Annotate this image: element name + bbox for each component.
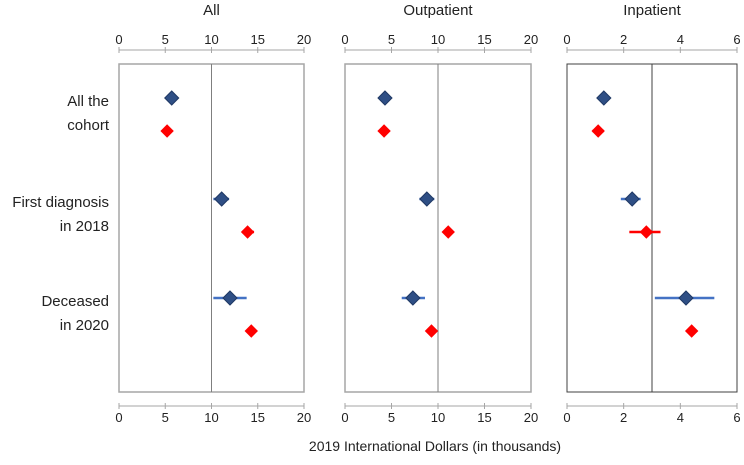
panel-title: All [203, 2, 220, 19]
row-label-1-line-2: cohort [67, 117, 110, 134]
row-labels: All the cohort First diagnosis in 2018 Decea… [12, 93, 110, 334]
bottom-tick-label: 5 [388, 410, 395, 425]
bottom-tick-label: 10 [204, 410, 218, 425]
series-a-diamond-point [624, 191, 640, 207]
top-tick-label: 20 [297, 32, 311, 47]
row-label-2-line-1: First diagnosis [12, 194, 109, 211]
bottom-tick-label: 20 [524, 410, 538, 425]
row-label-1-line-1: All the [67, 93, 109, 110]
series-b-diamond-point [424, 324, 439, 338]
bottom-tick-label: 10 [431, 410, 445, 425]
series-a-diamond-point [164, 90, 180, 106]
bottom-tick-label: 20 [297, 410, 311, 425]
bottom-tick-label: 0 [341, 410, 348, 425]
series-b-diamond-point [160, 124, 174, 138]
series-b-diamond-point [441, 225, 455, 239]
series-a-diamond-point [377, 90, 393, 106]
bottom-tick-label: 15 [251, 410, 265, 425]
bottom-tick-label: 0 [563, 410, 570, 425]
x-axis-label: 2019 International Dollars (in thousands… [309, 438, 561, 454]
series-b-diamond-point [244, 324, 258, 338]
series-b-diamond-point [240, 225, 255, 239]
series-a-diamond-point [213, 191, 230, 207]
panel-title: Inpatient [623, 2, 681, 19]
top-tick-label: 0 [115, 32, 122, 47]
bottom-tick-label: 0 [115, 410, 122, 425]
top-tick-label: 15 [477, 32, 491, 47]
row-label-3-line-2: in 2020 [60, 317, 109, 334]
panel-title: Outpatient [403, 2, 473, 19]
series-b-diamond-point [639, 225, 654, 239]
top-tick-label: 0 [563, 32, 570, 47]
panel-1: All 0 5 10 15 20 0 5 10 15 20 [115, 2, 311, 425]
top-tick-label: 2 [620, 32, 627, 47]
series-b-diamond-point [684, 324, 699, 338]
panel-2: Outpatient 0 5 10 15 20 0 5 10 15 20 [341, 2, 538, 425]
bottom-tick-label: 5 [162, 410, 169, 425]
bottom-tick-label: 4 [677, 410, 684, 425]
top-tick-label: 0 [341, 32, 348, 47]
series-a-diamond-point [596, 90, 612, 106]
top-tick-label: 4 [677, 32, 684, 47]
top-tick-label: 5 [388, 32, 395, 47]
bottom-tick-label: 15 [477, 410, 491, 425]
series-b-diamond-point [377, 124, 391, 138]
series-b-diamond-point [591, 124, 605, 138]
panel-3: Inpatient 0 2 4 6 0 2 4 6 [563, 2, 740, 425]
series-a-diamond-point [419, 191, 435, 207]
top-tick-label: 10 [431, 32, 445, 47]
top-tick-label: 15 [251, 32, 265, 47]
top-tick-label: 20 [524, 32, 538, 47]
series-a-diamond-point [405, 290, 421, 306]
bottom-tick-label: 6 [733, 410, 740, 425]
bottom-tick-label: 2 [620, 410, 627, 425]
row-label-3-line-1: Deceased [41, 293, 109, 310]
series-a-diamond-point [678, 290, 694, 306]
top-tick-label: 5 [162, 32, 169, 47]
top-tick-label: 10 [204, 32, 218, 47]
series-a-diamond-point [222, 290, 238, 306]
top-tick-label: 6 [733, 32, 740, 47]
row-label-2-line-2: in 2018 [60, 218, 109, 235]
